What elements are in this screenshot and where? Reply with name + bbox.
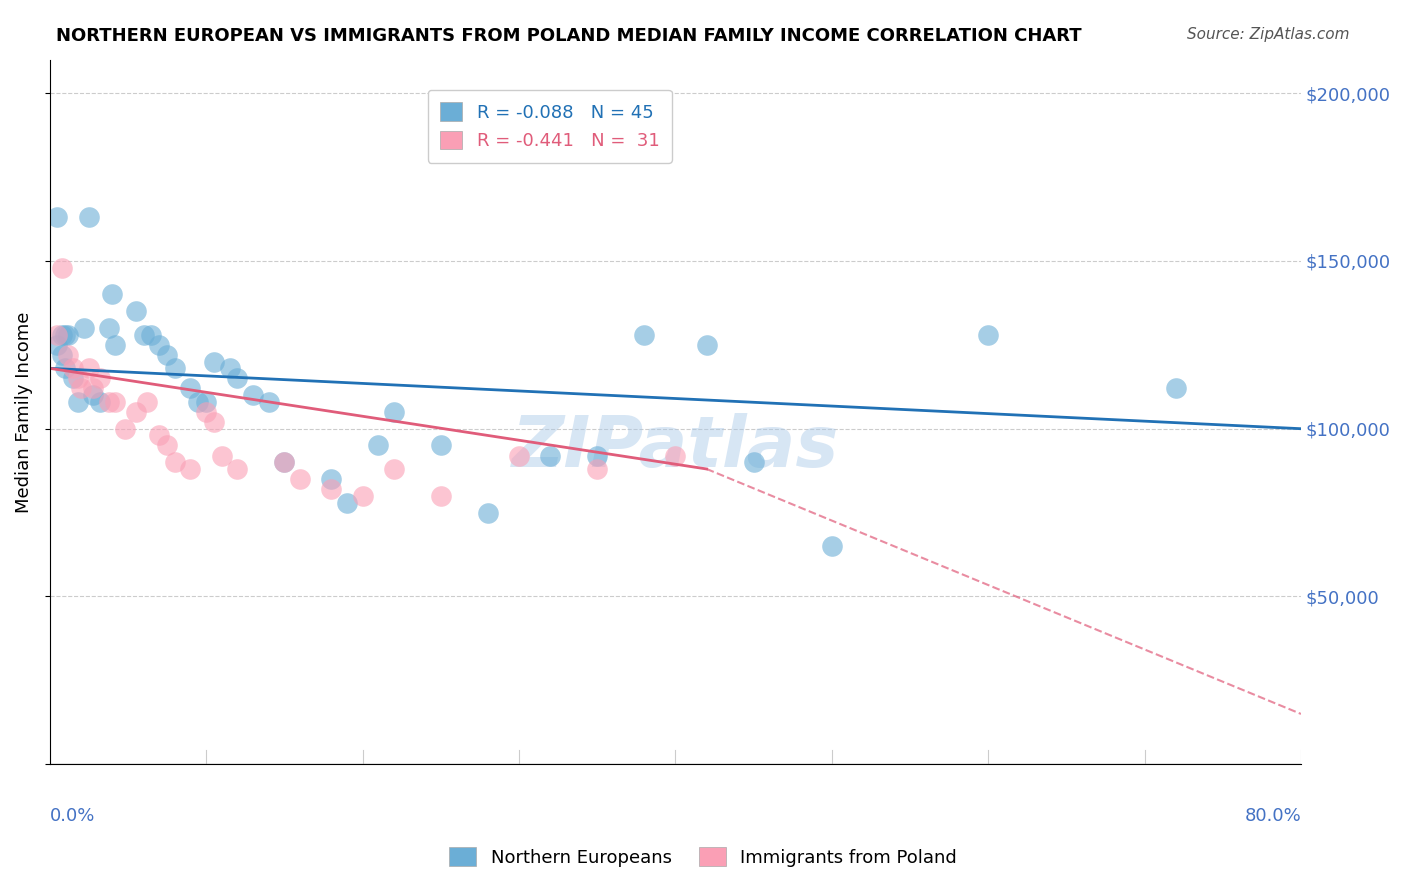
- Point: [288, 472, 311, 486]
- Text: 80.0%: 80.0%: [1244, 806, 1301, 824]
- Point: [125, 304, 148, 318]
- Point: [321, 482, 343, 496]
- Point: [742, 455, 765, 469]
- Point: [82, 388, 104, 402]
- Point: [187, 395, 209, 409]
- Point: [135, 395, 157, 409]
- Point: [141, 327, 163, 342]
- Point: [382, 462, 405, 476]
- Point: [66, 395, 89, 409]
- Point: [202, 354, 225, 368]
- Point: [195, 405, 218, 419]
- Point: [202, 415, 225, 429]
- Point: [977, 327, 1000, 342]
- Point: [633, 327, 655, 342]
- Point: [132, 327, 155, 342]
- Point: [114, 422, 136, 436]
- Text: Source: ZipAtlas.com: Source: ZipAtlas.com: [1187, 27, 1350, 42]
- Point: [51, 260, 73, 275]
- Point: [46, 211, 69, 225]
- Point: [336, 495, 359, 509]
- Point: [273, 455, 295, 469]
- Point: [696, 338, 718, 352]
- Point: [77, 361, 100, 376]
- Point: [321, 472, 343, 486]
- Point: [104, 395, 127, 409]
- Point: [273, 455, 295, 469]
- Point: [125, 405, 148, 419]
- Point: [51, 348, 73, 362]
- Point: [77, 211, 100, 225]
- Point: [1164, 381, 1187, 395]
- Point: [163, 361, 186, 376]
- Point: [53, 327, 76, 342]
- Point: [664, 449, 686, 463]
- Point: [73, 321, 96, 335]
- Point: [226, 371, 249, 385]
- Point: [352, 489, 374, 503]
- Point: [89, 371, 111, 385]
- Point: [58, 327, 80, 342]
- Point: [179, 462, 201, 476]
- Point: [46, 338, 69, 352]
- Point: [586, 449, 609, 463]
- Point: [82, 381, 104, 395]
- Point: [179, 381, 201, 395]
- Text: ZIPatlas: ZIPatlas: [512, 413, 839, 482]
- Point: [62, 371, 84, 385]
- Point: [101, 287, 124, 301]
- Legend: R = -0.088   N = 45, R = -0.441   N =  31: R = -0.088 N = 45, R = -0.441 N = 31: [427, 90, 672, 162]
- Point: [508, 449, 530, 463]
- Text: NORTHERN EUROPEAN VS IMMIGRANTS FROM POLAND MEDIAN FAMILY INCOME CORRELATION CHA: NORTHERN EUROPEAN VS IMMIGRANTS FROM POL…: [56, 27, 1081, 45]
- Point: [89, 395, 111, 409]
- Point: [382, 405, 405, 419]
- Point: [51, 327, 73, 342]
- Point: [53, 361, 76, 376]
- Point: [156, 438, 179, 452]
- Point: [821, 539, 844, 553]
- Point: [586, 462, 609, 476]
- Point: [367, 438, 389, 452]
- Point: [62, 361, 84, 376]
- Point: [98, 321, 121, 335]
- Point: [195, 395, 218, 409]
- Point: [211, 449, 233, 463]
- Point: [104, 338, 127, 352]
- Point: [148, 428, 170, 442]
- Point: [58, 348, 80, 362]
- Legend: Northern Europeans, Immigrants from Poland: Northern Europeans, Immigrants from Pola…: [441, 840, 965, 874]
- Text: 0.0%: 0.0%: [49, 806, 96, 824]
- Point: [429, 489, 451, 503]
- Point: [257, 395, 280, 409]
- Point: [46, 327, 69, 342]
- Point: [242, 388, 264, 402]
- Point: [70, 381, 93, 395]
- Point: [98, 395, 121, 409]
- Point: [148, 338, 170, 352]
- Point: [156, 348, 179, 362]
- Y-axis label: Median Family Income: Median Family Income: [15, 311, 32, 513]
- Point: [163, 455, 186, 469]
- Point: [429, 438, 451, 452]
- Point: [477, 506, 499, 520]
- Point: [538, 449, 561, 463]
- Point: [218, 361, 240, 376]
- Point: [226, 462, 249, 476]
- Point: [66, 371, 89, 385]
